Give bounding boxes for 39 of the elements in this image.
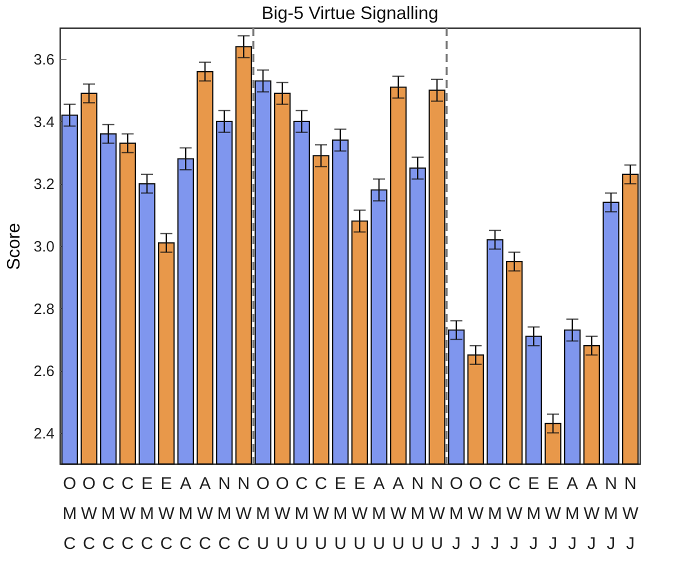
- x-tick-label: A M J: [565, 474, 580, 553]
- y-tick-label: 3.2: [34, 176, 54, 194]
- x-tick-label: A W U: [390, 474, 406, 553]
- x-tick-label: A M U: [372, 474, 386, 553]
- x-tick-label: A W J: [584, 474, 600, 553]
- x-tick-label: E M U: [333, 474, 348, 553]
- x-tick-label: A M C: [178, 474, 193, 553]
- y-tick-label: 2.4: [34, 425, 54, 442]
- x-tick-label: C W C: [120, 474, 136, 553]
- x-tick-label: O W U: [274, 474, 290, 553]
- x-tick-label: E W U: [352, 474, 368, 553]
- x-tick-label: O W C: [80, 474, 98, 553]
- x-tick-label: N W J: [622, 474, 638, 553]
- x-tick-label: N M C: [217, 474, 232, 553]
- x-tick-label: E M J: [526, 474, 541, 553]
- y-axis-title: Score: [4, 222, 24, 270]
- x-tick-label: C W J: [506, 474, 522, 553]
- x-tick-label: E W J: [544, 474, 562, 553]
- x-tick-label: O M U: [256, 474, 270, 553]
- x-tick-label: C M U: [294, 474, 309, 553]
- x-tick-label: E M C: [140, 474, 154, 553]
- x-tick-label: O M J: [449, 474, 464, 553]
- y-tick-label: 2.8: [34, 300, 54, 318]
- x-tick-label: C W U: [312, 474, 330, 553]
- x-tick-label: C M C: [101, 474, 116, 553]
- x-tick-label: N W U: [428, 474, 446, 553]
- chart-title: Big-5 Virtue Signalling: [262, 3, 438, 23]
- y-tick-label: 3.6: [34, 52, 54, 69]
- x-tick-label: N M J: [604, 474, 618, 553]
- x-tick-label: O W J: [468, 474, 484, 553]
- x-tick-label: C M J: [488, 474, 502, 553]
- x-tick-label: A W C: [196, 474, 214, 553]
- x-tick-label: N M U: [410, 474, 425, 553]
- x-tick-label: N W C: [236, 474, 252, 553]
- y-tick-label: 2.6: [34, 363, 54, 380]
- y-tick-label: 3.0: [34, 238, 54, 256]
- x-tick-label: E W C: [158, 474, 174, 553]
- y-tick-label: 3.4: [34, 114, 54, 131]
- x-tick-label: O M C: [62, 474, 77, 553]
